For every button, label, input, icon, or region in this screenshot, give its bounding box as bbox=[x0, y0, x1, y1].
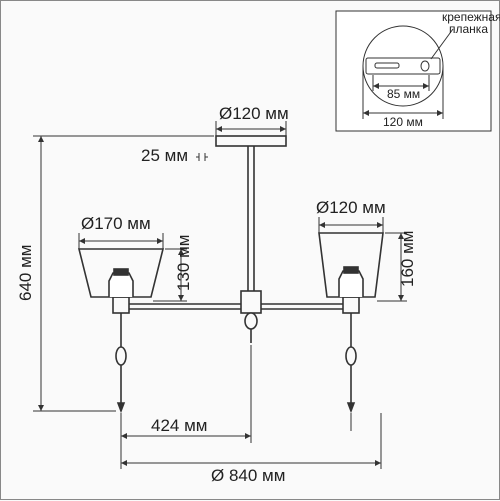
dimension-diagram: Ø120 мм 25 мм Ø170 мм 130 мм Ø120 мм 160… bbox=[1, 1, 500, 501]
dim-stem-thickness: 25 мм bbox=[141, 146, 188, 165]
dim-total-height: 640 мм bbox=[16, 245, 35, 301]
inset-outer: 120 мм bbox=[383, 115, 423, 129]
dim-left-shade-dia: Ø170 мм bbox=[81, 214, 151, 233]
dim-half-span: 424 мм bbox=[151, 416, 207, 435]
lamp-outline bbox=[79, 136, 383, 411]
dim-right-shade-dia: Ø120 мм bbox=[316, 198, 386, 217]
inset-inner: 85 мм bbox=[387, 87, 420, 101]
dim-right-shade-h: 160 мм bbox=[398, 231, 417, 287]
inset-title-l2: планка bbox=[449, 22, 488, 36]
dim-full-span: Ø 840 мм bbox=[211, 466, 285, 485]
dim-ceiling-cup: Ø120 мм bbox=[219, 104, 289, 123]
dim-left-shade-h: 130 мм bbox=[174, 235, 193, 291]
inset-mounting-plate: крепежная планка 85 мм 120 мм bbox=[336, 10, 500, 131]
